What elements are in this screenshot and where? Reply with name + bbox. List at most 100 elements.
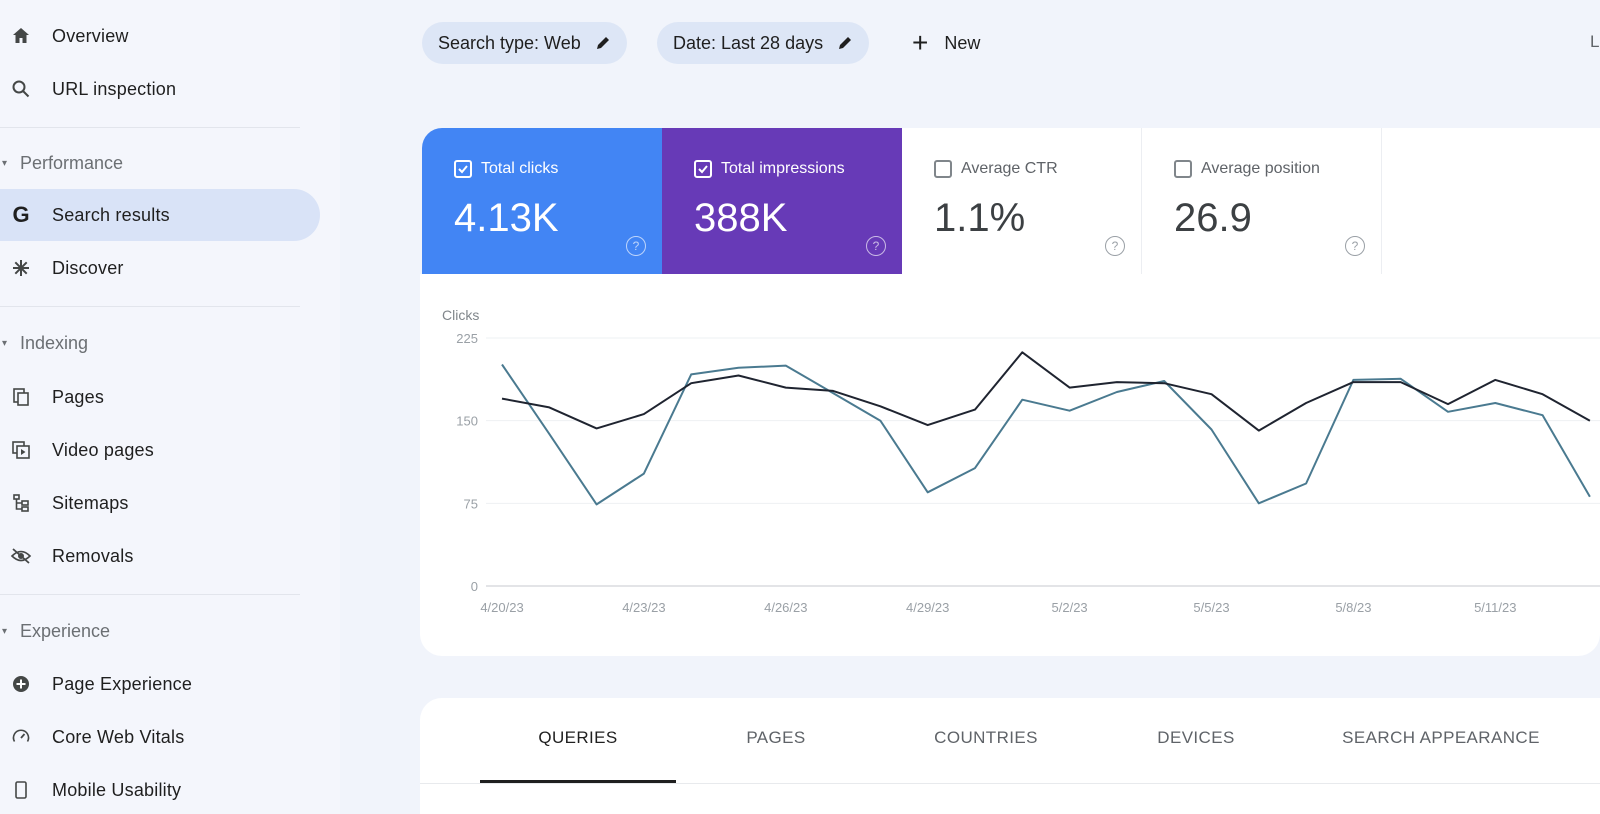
metric-card-average-position[interactable]: Average position 26.9 ? — [1142, 128, 1382, 274]
nav-page-experience[interactable]: Page Experience — [0, 658, 320, 710]
metric-value: 26.9 — [1174, 196, 1252, 240]
metric-value: 388K — [694, 196, 788, 240]
sidebar-nav: Overview URL inspection ▾ Performance G … — [0, 0, 340, 814]
metric-label: Average position — [1201, 160, 1320, 177]
series-line-0 — [501, 363, 1591, 506]
performance-line-chart: Clicks 0 75 150 225 4/20/23 4/23/23 4/26/23 4/… — [442, 307, 1600, 615]
section-performance[interactable]: ▾ Performance — [0, 148, 123, 178]
last-updated-text: L — [1590, 32, 1600, 51]
video-pages-icon — [4, 438, 38, 462]
y-axis-label: Clicks — [442, 307, 479, 323]
asterisk-icon — [4, 256, 38, 280]
tab-search-appearance[interactable]: SEARCH APPEARANCE — [1342, 728, 1540, 747]
metric-label: Average CTR — [961, 160, 1058, 177]
edit-pencil-icon — [839, 37, 852, 49]
section-performance-title: Performance — [20, 152, 124, 173]
nav-sitemaps[interactable]: Sitemaps — [0, 477, 320, 529]
nav-page-experience-label: Page Experience — [52, 673, 193, 694]
metric-card-total-clicks[interactable]: Total clicks 4.13K ? — [422, 128, 662, 274]
checkbox-unchecked-icon[interactable] — [934, 160, 952, 178]
series-line-1 — [501, 351, 1591, 432]
home-icon — [4, 24, 38, 48]
sidebar-divider — [0, 306, 300, 307]
metric-card-total-impressions[interactable]: Total impressions 388K ? — [662, 128, 902, 274]
x-tick-label: 4/23/23 — [622, 600, 665, 615]
nav-search-results-label: Search results — [52, 204, 170, 225]
nav-discover-label: Discover — [52, 257, 124, 278]
checkbox-checked-icon[interactable] — [694, 160, 712, 178]
metric-row-filler — [1382, 128, 1600, 274]
date-filter-chip[interactable]: Date: Last 28 days — [657, 22, 870, 64]
gauge-icon — [4, 725, 38, 749]
metric-label: Total clicks — [481, 160, 559, 177]
nav-removals-label: Removals — [52, 545, 134, 566]
caret-down-icon: ▾ — [2, 157, 8, 169]
metric-value: 4.13K — [454, 196, 559, 240]
nav-url-inspection[interactable]: URL inspection — [0, 63, 320, 115]
caret-down-icon: ▾ — [2, 337, 8, 349]
plus-circle-icon — [4, 672, 38, 696]
nav-core-web-vitals[interactable]: Core Web Vitals — [0, 711, 320, 763]
tabs-divider — [420, 783, 1600, 784]
performance-chart-card: Clicks 0 75 150 225 4/20/23 4/23/23 4/26/23 4/… — [420, 274, 1600, 656]
new-filter-button[interactable]: + New — [912, 22, 980, 64]
nav-overview[interactable]: Overview — [0, 10, 320, 62]
google-g-icon: G — [12, 202, 30, 227]
nav-search-results[interactable]: G Search results — [0, 189, 320, 241]
metric-card-average-ctr[interactable]: Average CTR 1.1% ? — [902, 128, 1142, 274]
section-experience-title: Experience — [20, 620, 111, 641]
sidebar-divider — [0, 127, 300, 128]
help-icon[interactable]: ? — [626, 236, 646, 256]
nav-pages[interactable]: Pages — [0, 371, 320, 423]
checkbox-checked-icon[interactable] — [454, 160, 472, 178]
tab-pages[interactable]: PAGES — [746, 728, 806, 747]
nav-video-pages-label: Video pages — [52, 439, 154, 460]
checkbox-unchecked-icon[interactable] — [1174, 160, 1192, 178]
help-icon[interactable]: ? — [866, 236, 886, 256]
tab-devices[interactable]: DEVICES — [1157, 728, 1235, 747]
tab-queries[interactable]: QUERIES — [538, 728, 618, 747]
y-tick-label: 0 — [471, 579, 478, 594]
pages-icon — [4, 385, 38, 409]
caret-down-icon: ▾ — [2, 625, 8, 637]
nav-removals[interactable]: Removals — [0, 530, 320, 582]
nav-mobile-usability[interactable]: Mobile Usability — [0, 764, 320, 814]
metric-label: Total impressions — [721, 160, 845, 177]
x-tick-label: 5/8/23 — [1335, 600, 1371, 615]
dimension-tabs: QUERIES PAGES COUNTRIES DEVICES SEARCH A… — [420, 698, 1600, 814]
nav-core-web-vitals-label: Core Web Vitals — [52, 726, 185, 747]
edit-pencil-icon — [596, 37, 609, 49]
metric-value: 1.1% — [934, 196, 1026, 240]
nav-url-inspection-label: URL inspection — [52, 78, 177, 99]
nav-discover[interactable]: Discover — [0, 242, 320, 294]
sitemap-icon — [4, 491, 38, 515]
help-icon[interactable]: ? — [1105, 236, 1125, 256]
section-indexing[interactable]: ▾ Indexing — [0, 328, 88, 358]
sidebar-divider — [0, 594, 300, 595]
x-tick-label: 4/29/23 — [906, 600, 949, 615]
x-tick-label: 4/20/23 — [480, 600, 523, 615]
nav-sitemaps-label: Sitemaps — [52, 492, 129, 513]
help-icon[interactable]: ? — [1345, 236, 1365, 256]
nav-video-pages[interactable]: Video pages — [0, 424, 320, 476]
search-type-filter-label: Search type: Web — [438, 32, 581, 53]
y-tick-label: 75 — [464, 496, 478, 511]
y-tick-label: 150 — [456, 414, 478, 429]
date-filter-label: Date: Last 28 days — [673, 32, 824, 53]
x-tick-label: 5/11/23 — [1474, 600, 1516, 615]
new-filter-label: New — [944, 32, 981, 53]
plus-icon: + — [912, 27, 929, 58]
y-tick-label: 225 — [456, 331, 478, 346]
tab-countries[interactable]: COUNTRIES — [934, 728, 1038, 747]
section-indexing-title: Indexing — [20, 332, 89, 353]
x-tick-label: 5/5/23 — [1193, 600, 1229, 615]
search-icon — [4, 77, 38, 101]
nav-mobile-usability-label: Mobile Usability — [52, 779, 182, 800]
x-tick-label: 4/26/23 — [764, 600, 807, 615]
nav-overview-label: Overview — [52, 25, 129, 46]
phone-icon — [4, 778, 38, 802]
nav-pages-label: Pages — [52, 386, 105, 407]
search-type-filter-chip[interactable]: Search type: Web — [422, 22, 627, 64]
section-experience[interactable]: ▾ Experience — [0, 616, 110, 646]
eye-off-icon — [4, 544, 38, 568]
